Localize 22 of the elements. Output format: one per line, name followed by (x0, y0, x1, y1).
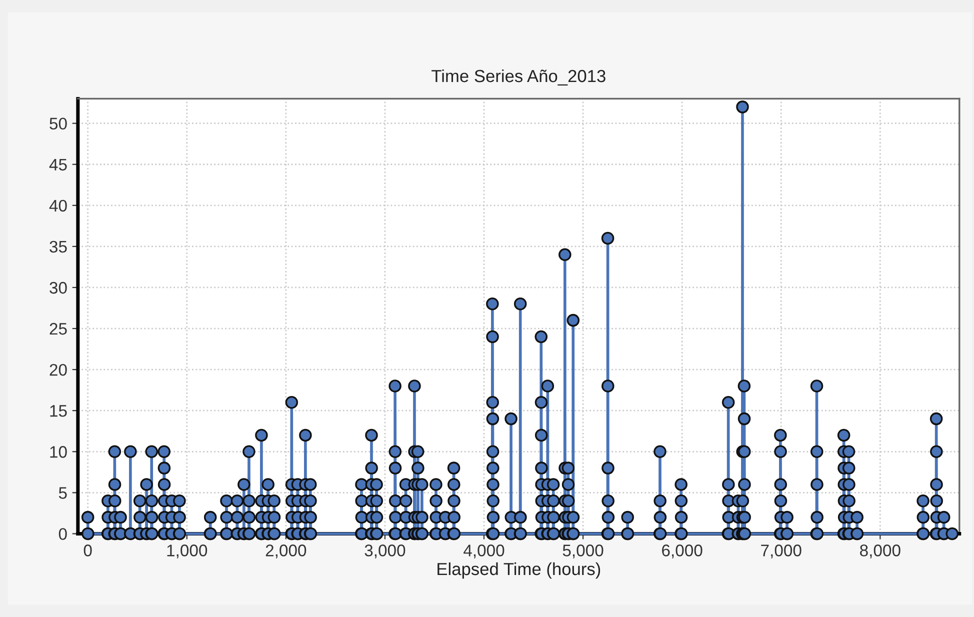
y-tick-label: 20 (50, 364, 67, 376)
x-tick-label: 2,000 (266, 544, 306, 558)
x-tick-label: 8,000 (860, 544, 900, 558)
y-tick-label: 0 (58, 528, 67, 540)
x-tick-label: 1,000 (167, 544, 208, 558)
x-tick-label: 0 (84, 544, 92, 556)
x-axis-title: Elapsed Time (hours) (438, 562, 600, 579)
chart-title: Time Series Año_2013 (432, 69, 606, 86)
x-tick-label: 3,000 (364, 544, 406, 558)
y-tick-label: 50 (50, 118, 67, 130)
y-tick-label: 35 (50, 240, 67, 253)
y-tick-label: 25 (50, 322, 67, 335)
y-tick-label: 15 (50, 405, 67, 417)
x-tick-label: 7,000 (761, 544, 802, 558)
y-tick-label: 5 (58, 487, 67, 499)
y-tick-label: 30 (50, 282, 67, 294)
x-tick-label: 4,000 (464, 544, 504, 558)
y-tick-label: 45 (49, 158, 67, 171)
y-tick-label: 10 (50, 446, 67, 458)
x-tick-label: 6,000 (662, 544, 702, 558)
x-tick-label: 5,000 (562, 544, 604, 558)
y-tick-label: 40 (49, 200, 67, 212)
